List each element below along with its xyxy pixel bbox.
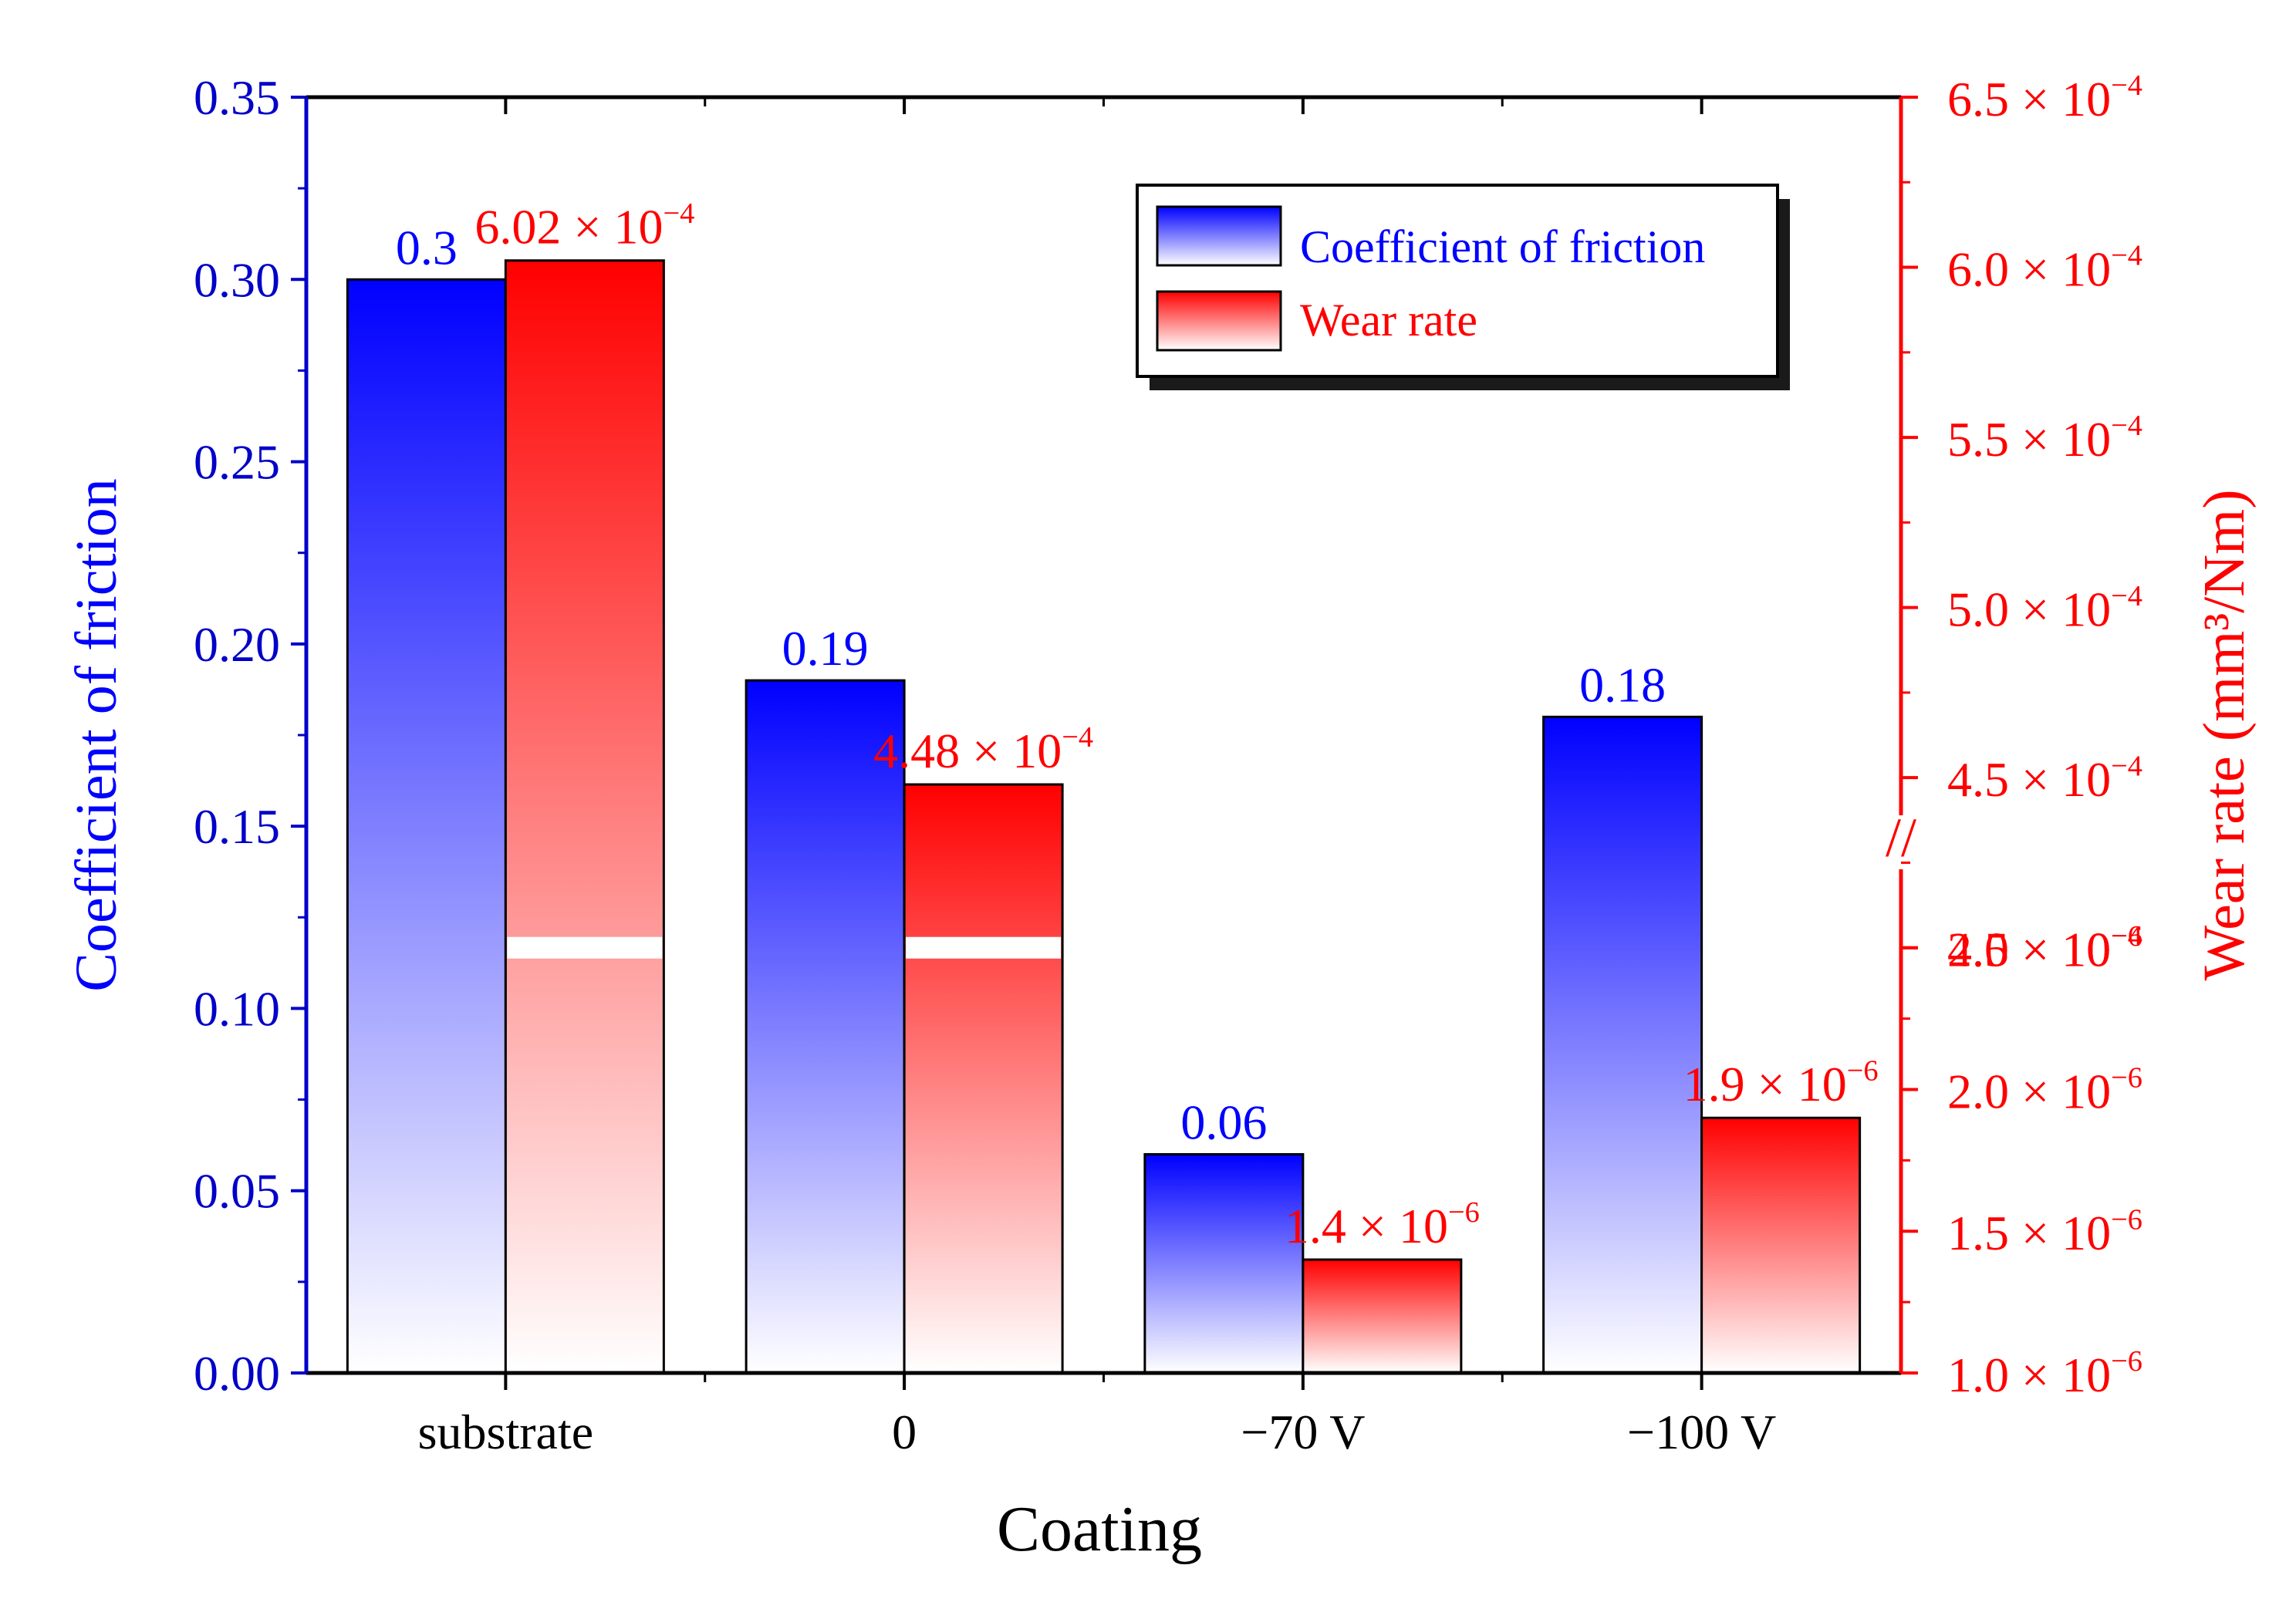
right-tick-label: 5.5 × 10−4	[1947, 410, 2142, 467]
right-tick-label-exponent: −4	[2111, 410, 2142, 442]
legend-swatch-friction	[1156, 205, 1282, 267]
left-tick-label: 0.25	[194, 435, 280, 490]
bar-label-wear-mantissa: 4.48	[873, 724, 960, 778]
bar-wear-break-gap	[906, 936, 1062, 959]
legend-label-friction: Coefficient of friction	[1300, 221, 1705, 272]
bar-label-wear-exponent: −4	[663, 197, 694, 230]
bar-label-wear-mantissa: 1.9	[1683, 1057, 1745, 1111]
bar-group	[346, 259, 1862, 1375]
legend-swatch-wear	[1156, 290, 1282, 352]
left-tick-label: 0.05	[194, 1164, 280, 1219]
bar-label-wear-exponent: −4	[1062, 721, 1093, 754]
bar-wear	[1302, 1258, 1463, 1375]
left-tick-label: 0.15	[194, 799, 280, 854]
x-tick-group: substrate 0 −70 V −100 V	[418, 97, 1776, 1459]
right-tick-label-mantissa: 4.5	[1947, 752, 2009, 807]
x-tick-label: −100 V	[1627, 1405, 1776, 1459]
x-tick-label: −70 V	[1241, 1405, 1365, 1459]
right-tick-label-exponent: −6	[2111, 1203, 2142, 1236]
left-tick-label: 0.10	[194, 981, 280, 1036]
bar-friction	[346, 278, 507, 1375]
bar-label-wear-times: × 10	[561, 200, 663, 255]
bar-label-friction: 0.19	[782, 621, 869, 676]
right-tick-label-mantissa: 5.5	[1947, 412, 2009, 467]
left-tick-label: 0.30	[194, 252, 280, 307]
right-tick-label-times: × 10	[2009, 1206, 2111, 1260]
right-tick-label-times: × 10	[2009, 923, 2111, 977]
bar-label-friction: 0.3	[396, 220, 458, 275]
bar-label-wear: 6.02 × 10−4	[474, 197, 694, 255]
right-tick-label-exponent: −6	[2111, 1062, 2142, 1095]
right-tick-label-mantissa: 6.0	[1947, 242, 2009, 297]
bar-label-wear: 1.4 × 10−6	[1285, 1196, 1480, 1253]
bar-label-wear-exponent: −6	[1847, 1054, 1879, 1087]
left-tick-group: 0.00 0.05 0.10 0.15 0.20 0.25 0.30 0.35	[194, 70, 306, 1401]
right-axis-title: Wear rate (mm³/Nm)	[2192, 489, 2257, 980]
right-tick-label: 1.0 × 10−6	[1947, 1345, 2142, 1402]
x-tick-label: 0	[892, 1405, 917, 1459]
right-tick-label-exponent: −4	[2111, 240, 2142, 272]
left-tick-label: 0.35	[194, 70, 280, 125]
right-tick-label: 2.5 × 10−6	[1947, 920, 2142, 977]
right-tick-label-exponent: −6	[2111, 920, 2142, 953]
right-tick-label-mantissa: 1.0	[1947, 1348, 2009, 1402]
right-tick-label: 4.5 × 10−4	[1947, 750, 2142, 807]
right-tick-label-mantissa: 2.0	[1947, 1064, 2009, 1118]
right-tick-label-times: × 10	[2009, 412, 2111, 467]
right-tick-label-times: × 10	[2009, 242, 2111, 297]
right-tick-label-exponent: −4	[2111, 69, 2142, 102]
bar-label-wear-times: × 10	[1745, 1057, 1847, 1111]
right-tick-label-times: × 10	[2009, 1348, 2111, 1402]
bar-label-wear: 1.9 × 10−6	[1683, 1054, 1879, 1111]
right-tick-label-exponent: −4	[2111, 920, 2142, 953]
right-tick-label-exponent: −4	[2111, 750, 2142, 782]
bar-label-wear-mantissa: 1.4	[1285, 1199, 1346, 1253]
right-tick-label-exponent: −6	[2111, 1345, 2142, 1378]
bar-label-wear-exponent: −6	[1448, 1196, 1480, 1229]
bar-friction	[1542, 715, 1703, 1375]
bar-friction	[1143, 1152, 1305, 1375]
left-tick-label: 0.00	[194, 1346, 280, 1401]
bar-wear-break-gap	[507, 936, 663, 959]
bar-label-wear-times: × 10	[1346, 1199, 1448, 1253]
right-tick-label-times: × 10	[2009, 923, 2111, 977]
bar-label-friction: 0.06	[1180, 1095, 1267, 1149]
legend-label-wear: Wear rate	[1300, 295, 1477, 346]
left-tick-label: 0.20	[194, 617, 280, 672]
axis-break-symbol: //	[1886, 807, 1916, 869]
bar-label-wear: 4.48 × 10−4	[873, 721, 1093, 778]
right-tick-group: 1.0 × 10−61.5 × 10−62.0 × 10−62.5 × 10−6…	[1901, 69, 2142, 1402]
right-tick-label-times: × 10	[2009, 752, 2111, 807]
right-tick-label: 6.5 × 10−4	[1947, 69, 2142, 126]
right-tick-label-mantissa: 5.0	[1947, 582, 2009, 637]
x-axis-title: Coating	[997, 1493, 1202, 1565]
right-tick-label-mantissa: 4.0	[1947, 923, 2009, 977]
bar-label-wear-mantissa: 6.02	[474, 200, 561, 255]
x-tick-label: substrate	[418, 1405, 594, 1459]
bar-friction	[745, 679, 906, 1375]
bar-wear	[903, 783, 1064, 1375]
bar-wear	[1700, 1116, 1862, 1375]
left-axis-title: Coefficient of friction	[64, 478, 129, 991]
right-tick-label: 4.0 × 10−4	[1947, 920, 2142, 977]
right-tick-label: 5.0 × 10−4	[1947, 580, 2142, 637]
right-tick-label: 2.0 × 10−6	[1947, 1062, 2142, 1119]
right-tick-label-times: × 10	[2009, 72, 2111, 126]
legend: Coefficient of friction Wear rate	[1136, 184, 1790, 390]
right-tick-label-times: × 10	[2009, 582, 2111, 637]
right-tick-label: 6.0 × 10−4	[1947, 240, 2142, 297]
right-tick-label-mantissa: 1.5	[1947, 1206, 2009, 1260]
right-tick-label: 1.5 × 10−6	[1947, 1203, 2142, 1260]
bar-label-group: 0.3 6.02 × 10−40.194.48 × 10−40.061.4 × 1…	[396, 197, 1879, 1253]
bar-label-friction: 0.18	[1579, 657, 1666, 712]
bar-label-wear-times: × 10	[960, 724, 1062, 778]
right-tick-label-mantissa: 2.5	[1947, 923, 2009, 977]
right-tick-label-exponent: −4	[2111, 580, 2142, 612]
right-tick-label-mantissa: 6.5	[1947, 72, 2009, 126]
right-tick-label-times: × 10	[2009, 1064, 2111, 1118]
bar-wear	[504, 259, 665, 1375]
